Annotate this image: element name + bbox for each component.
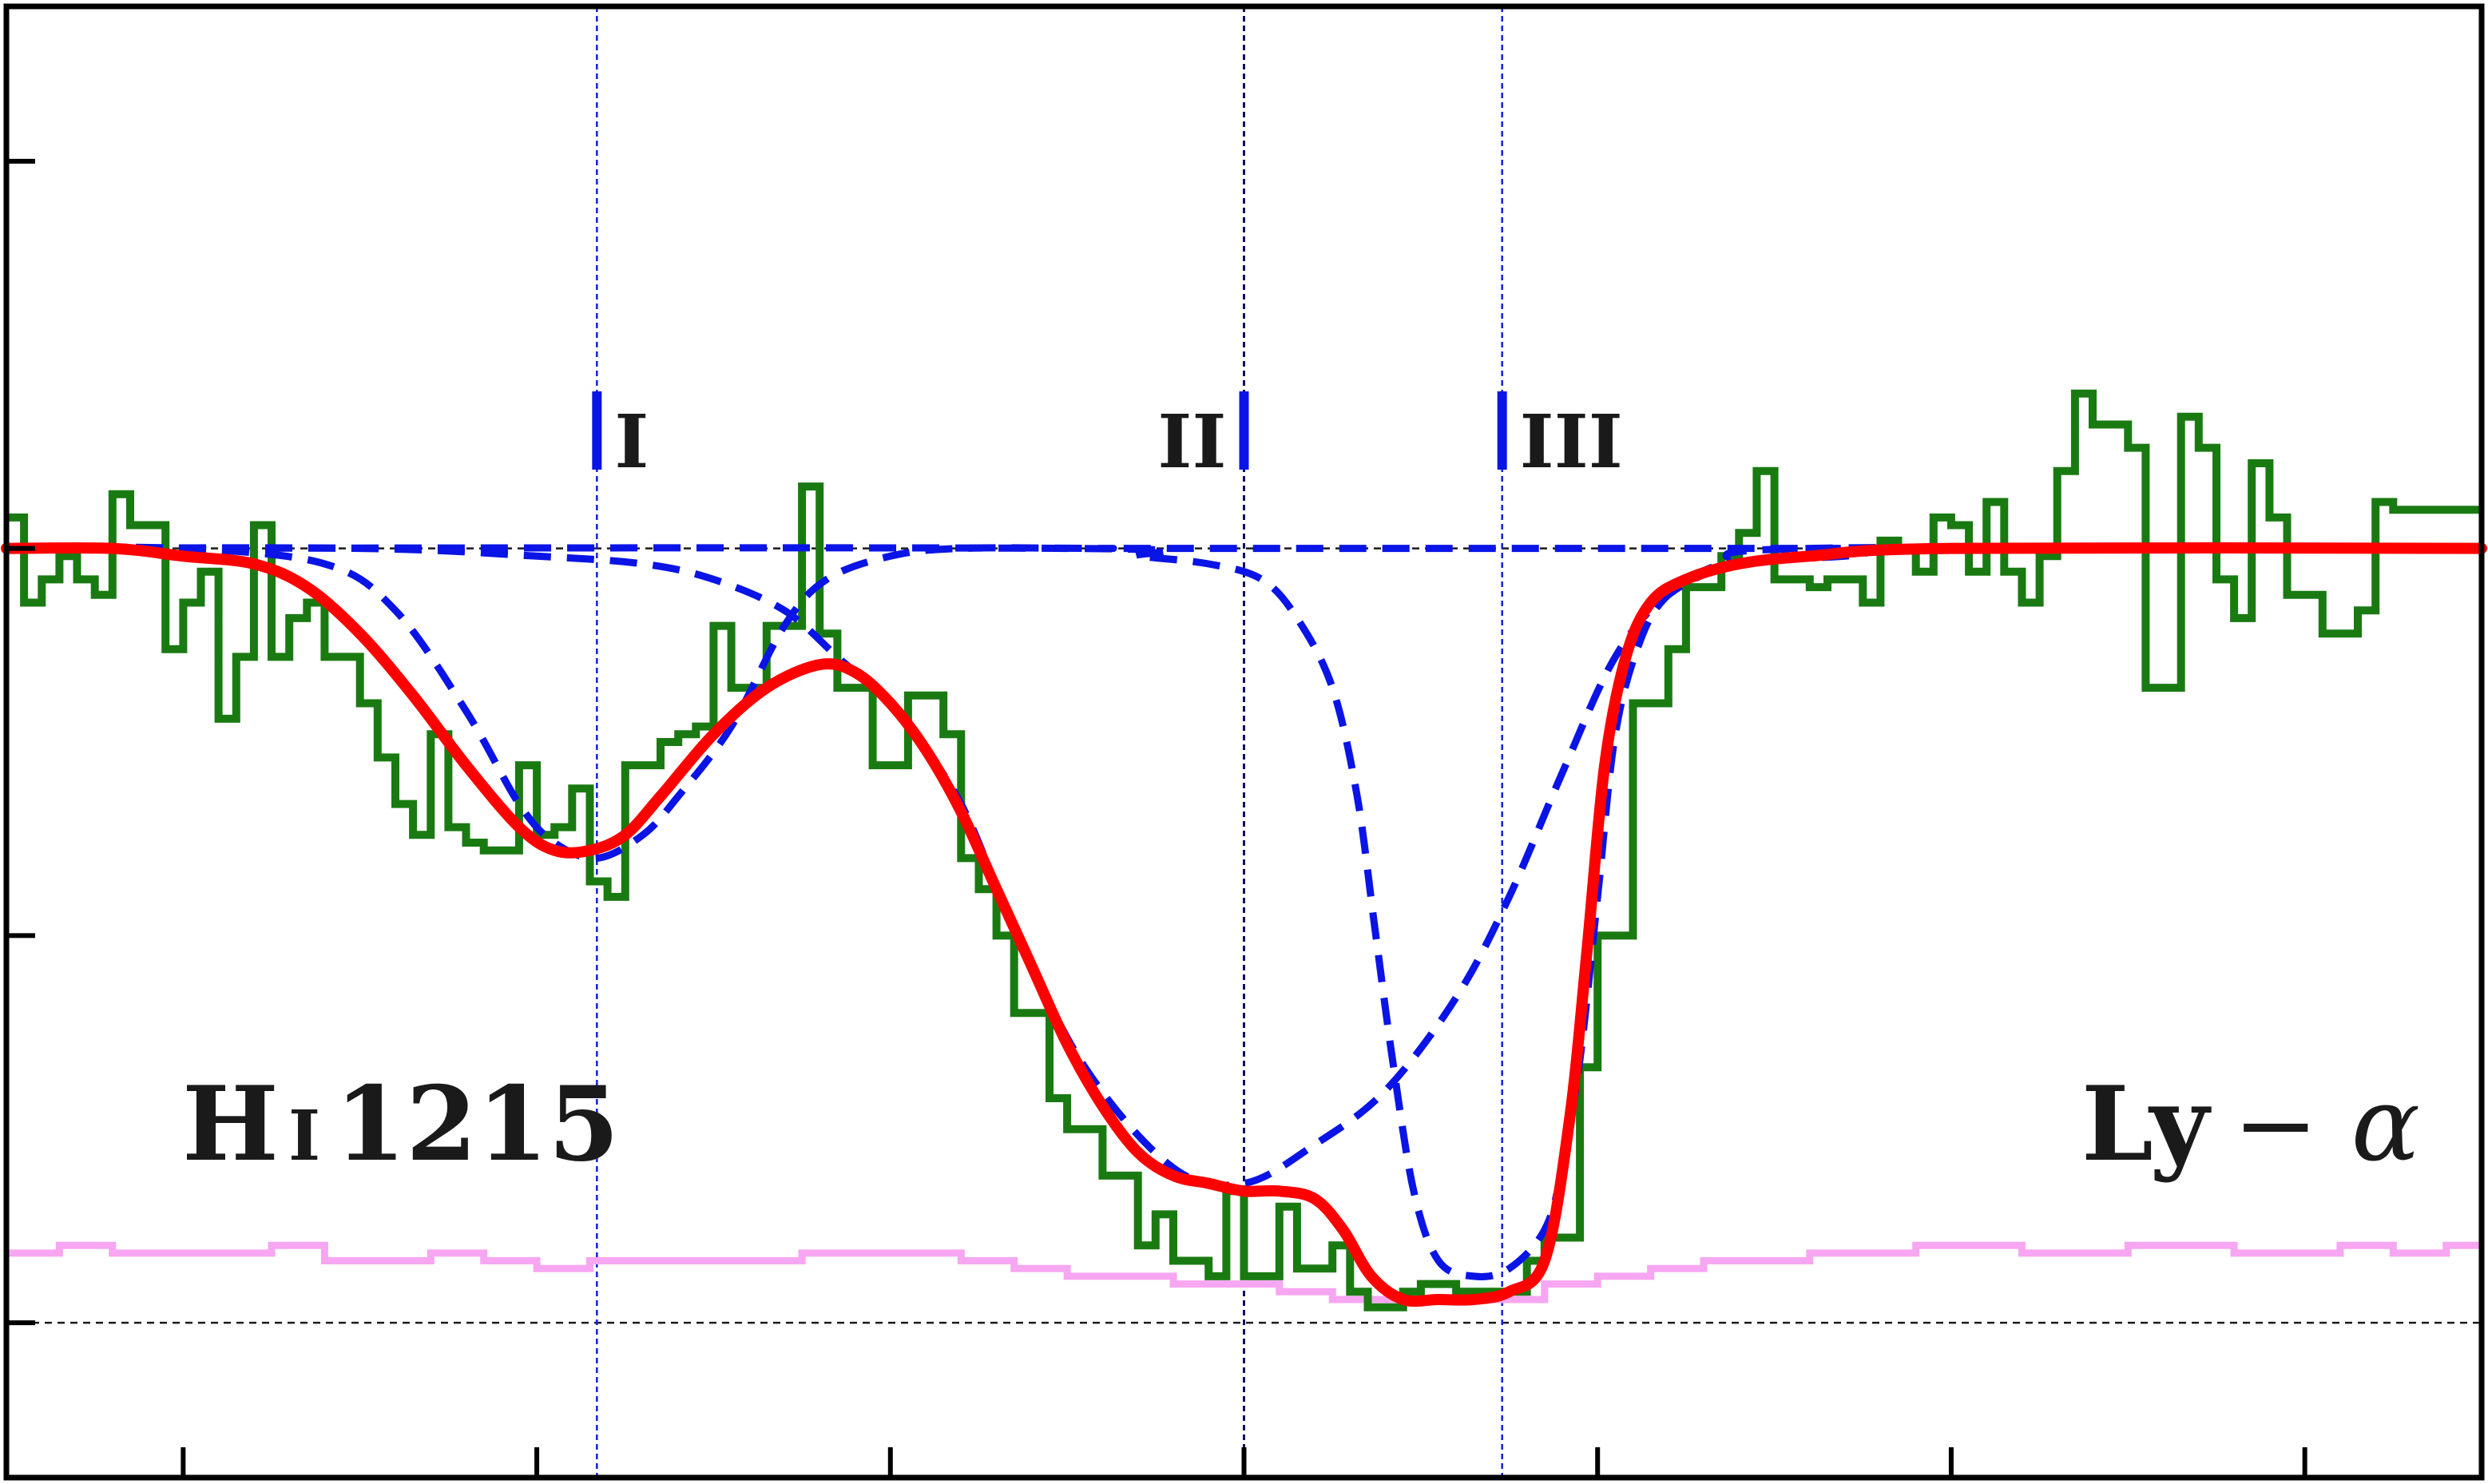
component-tick-ii bbox=[1239, 391, 1249, 470]
transition-label: Ly − α bbox=[2081, 1065, 2420, 1184]
component-markers: I II III bbox=[592, 391, 1623, 485]
ion-stage: I bbox=[288, 1096, 320, 1176]
ion-wavelength: 1215 bbox=[335, 1065, 619, 1184]
ion-label: H I 1215 bbox=[182, 1065, 619, 1184]
error-spectrum bbox=[6, 1241, 2482, 1303]
component-tick-i bbox=[592, 391, 602, 470]
component-label-iii: III bbox=[1520, 399, 1623, 485]
component-label-i: I bbox=[614, 399, 649, 485]
model-fit bbox=[1, 542, 2487, 1307]
observed-spectrum bbox=[6, 389, 2482, 1311]
ion-element: H bbox=[182, 1065, 279, 1184]
component-profile-i bbox=[6, 543, 2482, 862]
transition-suffix: − α bbox=[2233, 1065, 2420, 1184]
component-tick-iii bbox=[1497, 391, 1507, 470]
axes-frame bbox=[3, 3, 2485, 1481]
component-label-ii: II bbox=[1157, 399, 1226, 485]
transition-name: Ly bbox=[2081, 1065, 2212, 1184]
series-layer bbox=[1, 389, 2487, 1311]
